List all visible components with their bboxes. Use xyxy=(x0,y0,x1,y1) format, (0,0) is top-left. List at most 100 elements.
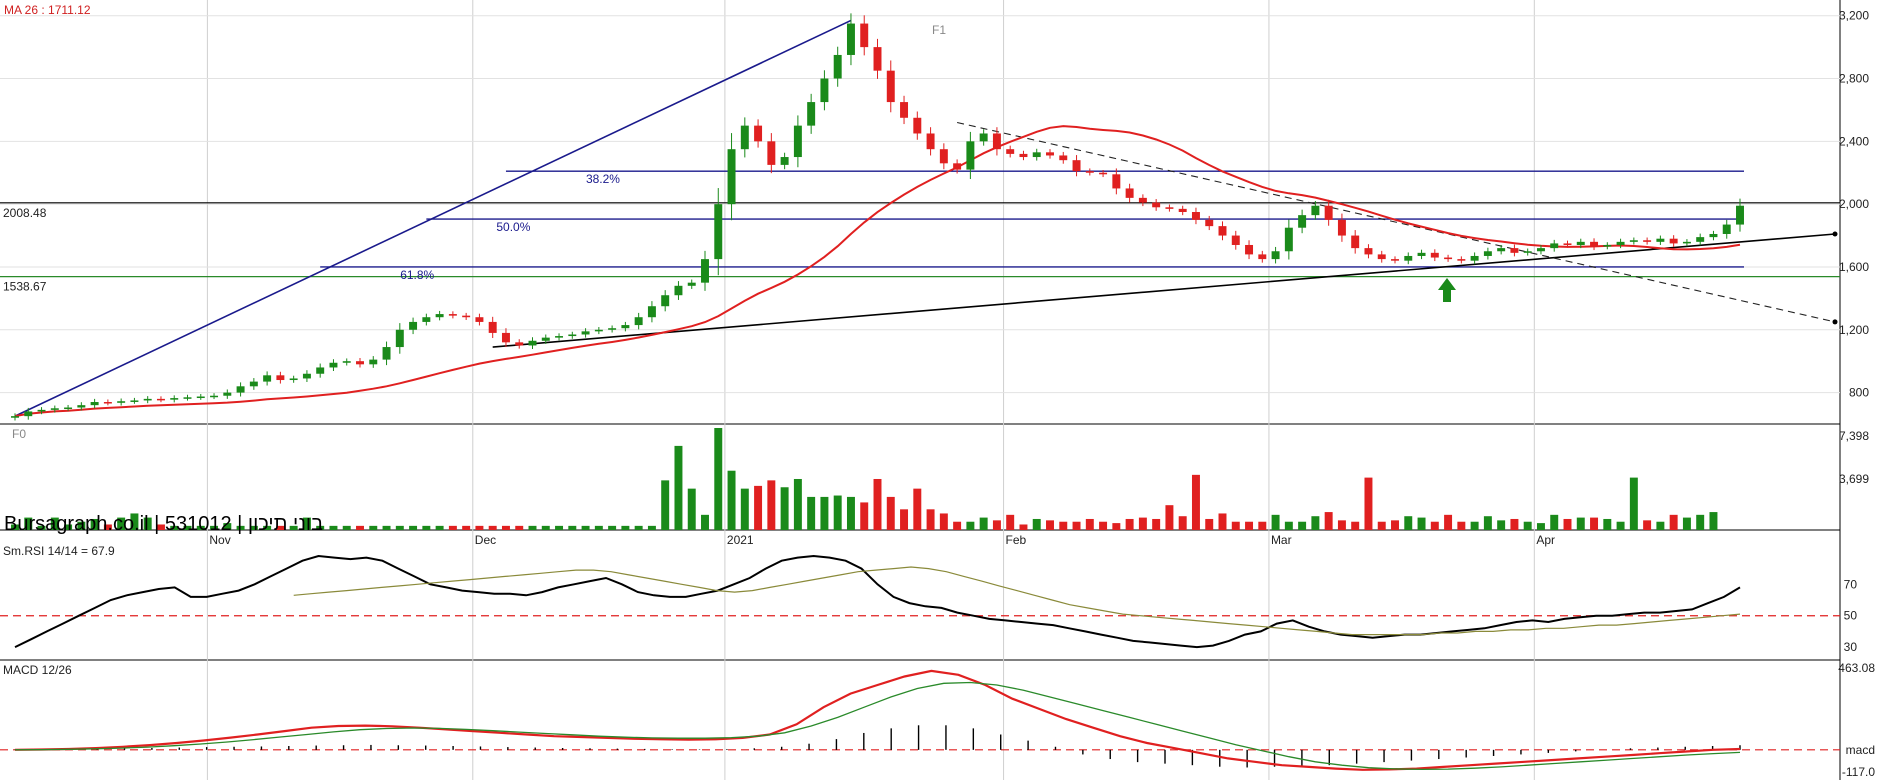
candle-body xyxy=(223,392,232,396)
x-axis-labels: Nov Dec 2021 Feb Mar Apr xyxy=(209,533,1555,547)
candle-body xyxy=(1059,155,1068,161)
candle-body xyxy=(608,328,617,330)
volume-bar xyxy=(276,525,285,530)
candle-body xyxy=(1205,219,1214,227)
volume-bar xyxy=(1298,521,1307,530)
volume-bar xyxy=(1483,516,1492,530)
candle-body xyxy=(1444,257,1453,260)
price-y-axis: 800 1,200 1,600 2,000 2,400 2,800 3,200 xyxy=(1839,9,1869,400)
candle-body xyxy=(661,295,670,307)
volume-bar xyxy=(236,525,245,530)
volume-bar xyxy=(37,525,46,530)
candle-body xyxy=(170,398,179,400)
macd-panel: MACD 12/26 463.08 macd -117.0 xyxy=(0,661,1875,779)
volume-bar xyxy=(833,495,842,530)
candle-body xyxy=(1497,248,1506,252)
volume-bar xyxy=(621,525,630,530)
volume-bar xyxy=(289,525,298,530)
candle-body xyxy=(1643,240,1652,242)
macd-series-line xyxy=(14,681,1741,771)
candle-body xyxy=(448,314,457,316)
candle-body xyxy=(1550,243,1559,249)
volume-bar xyxy=(992,520,1001,530)
ma-26-line xyxy=(14,125,1741,418)
volume-bar xyxy=(1590,517,1599,530)
fib-label: 38.2% xyxy=(586,172,620,186)
candle-body xyxy=(50,408,59,410)
volume-bar xyxy=(316,525,325,530)
volume-bar xyxy=(900,509,909,530)
volume-bar xyxy=(488,525,497,530)
x-tick-label: Mar xyxy=(1271,533,1292,547)
volume-bar xyxy=(754,485,763,530)
candle-body xyxy=(1337,219,1346,236)
candle-body xyxy=(302,373,311,379)
fib-label: 50.0% xyxy=(496,220,530,234)
candle-body xyxy=(156,398,165,401)
candle-body xyxy=(900,102,909,118)
candle-body xyxy=(515,342,524,346)
candle-body xyxy=(103,402,112,404)
volume-bar xyxy=(11,524,19,530)
candle-body xyxy=(1590,241,1599,247)
candle-body xyxy=(701,259,709,283)
volume-bar xyxy=(979,517,988,530)
candle-body xyxy=(210,395,219,398)
price-tick-label: 3,200 xyxy=(1839,9,1869,23)
candle-body xyxy=(1324,205,1333,220)
volume-bar xyxy=(860,502,869,530)
candle-body xyxy=(1231,235,1240,245)
candle-body xyxy=(1006,149,1015,154)
candle-body xyxy=(793,125,802,158)
candle-body xyxy=(1523,251,1532,253)
rsi-tick-label: 70 xyxy=(1844,577,1858,591)
volume-bar xyxy=(1656,521,1665,530)
trendline-support xyxy=(492,233,1836,348)
candle-body xyxy=(236,386,245,393)
candle-body xyxy=(276,375,285,381)
candle-body xyxy=(873,47,882,71)
candle-body xyxy=(833,54,842,79)
fibonacci-levels: 38.2% 50.0% 61.8% xyxy=(320,170,1744,282)
rsi-series-line xyxy=(293,566,1741,636)
candles xyxy=(11,13,1744,421)
volume-bar xyxy=(1682,517,1691,530)
candle-body xyxy=(289,378,298,381)
candle-body xyxy=(886,70,895,103)
candle-body xyxy=(1218,226,1227,236)
macd-series-line xyxy=(14,669,1741,771)
volume-bar xyxy=(1404,516,1413,530)
volume-bar xyxy=(183,525,192,530)
candle-body xyxy=(1709,233,1718,238)
volume-bar xyxy=(1152,518,1161,530)
volume-bar xyxy=(1311,516,1320,530)
price-panel: MA 26 : 1711.12 2008.48 1538.67 38.2% 50.0… xyxy=(0,3,1869,441)
candle-body xyxy=(1483,251,1492,256)
volume-bar xyxy=(196,525,205,530)
volume-bar xyxy=(223,523,232,530)
volume-bar xyxy=(1470,521,1479,530)
candle-body xyxy=(568,334,577,337)
volume-bar xyxy=(24,517,33,530)
volume-bar xyxy=(1112,523,1121,530)
candle-body xyxy=(674,285,683,296)
volume-bar xyxy=(356,525,364,530)
price-tick-label: 1,200 xyxy=(1839,323,1869,337)
volume-bar xyxy=(701,514,709,530)
volume-bar xyxy=(740,488,749,530)
volume-bar xyxy=(820,496,829,530)
volume-bar xyxy=(210,525,219,530)
volume-bar xyxy=(1377,521,1386,530)
volume-bar xyxy=(1205,518,1214,530)
volume-bar xyxy=(77,521,86,530)
candle-body xyxy=(647,306,656,318)
volume-bar xyxy=(1629,477,1638,530)
volume-bar xyxy=(1603,518,1612,530)
candle-body xyxy=(462,315,471,318)
trendline-end-dot xyxy=(1832,231,1838,237)
volume-bar xyxy=(647,525,656,530)
candle-body xyxy=(581,331,590,335)
candle-body xyxy=(1284,227,1293,252)
volume-bar xyxy=(873,478,882,530)
